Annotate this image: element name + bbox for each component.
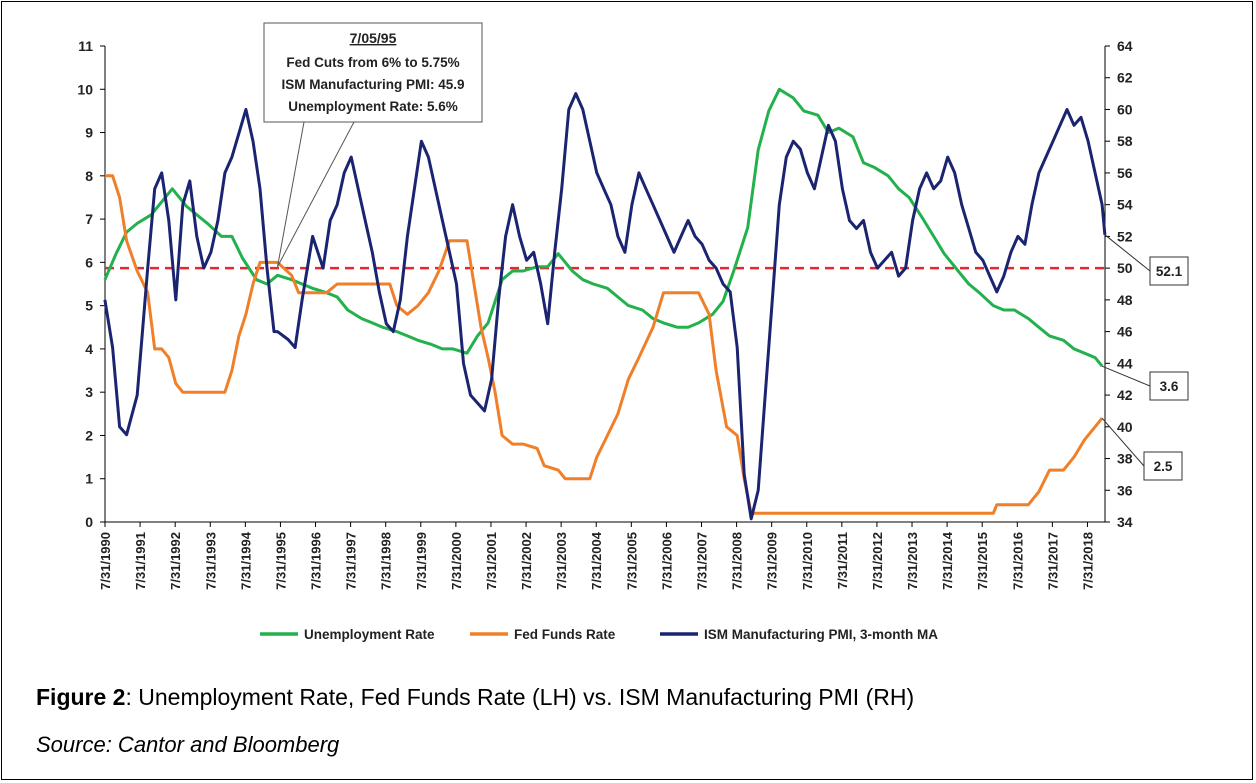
left-y-tick-label: 9 — [85, 125, 93, 141]
annotation-line: ISM Manufacturing PMI: 45.9 — [281, 77, 464, 92]
left-y-tick-label: 10 — [77, 81, 93, 97]
right-y-tick-label: 60 — [1117, 101, 1133, 117]
right-y-tick-label: 48 — [1117, 292, 1133, 308]
left-y-tick-label: 11 — [78, 38, 93, 54]
x-tick-label: 7/31/1997 — [344, 532, 359, 590]
left-y-tick-label: 8 — [85, 168, 93, 184]
end-label-value: 52.1 — [1156, 264, 1183, 279]
x-tick-label: 7/31/2018 — [1080, 532, 1095, 590]
chart-axes: 0123456789101134363840424446485052545658… — [77, 38, 1132, 590]
x-tick-label: 7/31/2004 — [589, 531, 604, 590]
left-y-tick-label: 6 — [85, 254, 93, 270]
annotation-line: Unemployment Rate: 5.6% — [288, 99, 458, 114]
right-y-tick-label: 46 — [1117, 324, 1133, 340]
right-y-tick-label: 40 — [1117, 419, 1133, 435]
legend-label: Fed Funds Rate — [514, 627, 616, 642]
end-label-leader — [1104, 234, 1151, 272]
x-tick-label: 7/31/2001 — [484, 532, 499, 590]
legend-item: ISM Manufacturing PMI, 3-month MA — [660, 627, 938, 642]
annotation-line: Fed Cuts from 6% to 5.75% — [286, 55, 459, 70]
x-tick-label: 7/31/2013 — [905, 532, 920, 590]
left-y-tick-label: 7 — [85, 211, 93, 227]
left-y-tick-label: 5 — [85, 298, 93, 314]
end-label-box — [1143, 451, 1183, 481]
annotation-leader — [277, 121, 355, 267]
x-tick-label: 7/31/1998 — [379, 532, 394, 590]
x-tick-label: 7/31/1996 — [309, 532, 324, 590]
x-tick-label: 7/31/1993 — [203, 532, 218, 590]
end-label-leader — [1101, 365, 1151, 387]
annotation-leader — [277, 121, 305, 267]
x-tick-label: 7/31/2017 — [1045, 532, 1060, 590]
annotation-group: 7/05/95 Fed Cuts from 6% to 5.75% ISM Manu… — [263, 22, 1189, 481]
x-tick-label: 7/31/2015 — [975, 532, 990, 590]
annotation-date: 7/05/95 — [350, 30, 397, 46]
series-lines — [103, 87, 1107, 521]
right-y-tick-label: 64 — [1117, 38, 1133, 54]
figure-source: Source: Cantor and Bloomberg — [36, 732, 340, 757]
left-y-tick-label: 0 — [85, 514, 93, 530]
figure-label: Figure 2 — [36, 684, 126, 710]
legend-item: Fed Funds Rate — [470, 627, 616, 642]
right-y-tick-label: 54 — [1117, 197, 1133, 213]
x-tick-label: 7/31/1995 — [273, 532, 288, 590]
x-tick-label: 7/31/2005 — [624, 532, 639, 590]
legend-label: ISM Manufacturing PMI, 3-month MA — [704, 627, 938, 642]
left-y-tick-label: 4 — [85, 341, 93, 357]
end-label-value: 2.5 — [1154, 459, 1173, 474]
right-y-tick-label: 56 — [1117, 165, 1133, 181]
left-y-tick-label: 3 — [85, 384, 93, 400]
right-y-tick-label: 62 — [1117, 70, 1133, 86]
right-y-tick-label: 44 — [1117, 355, 1133, 371]
end-label-box — [1149, 256, 1189, 286]
fed-funds-rate-line — [104, 174, 1104, 515]
x-tick-label: 7/31/2011 — [835, 532, 850, 589]
x-tick-label: 7/31/1990 — [98, 532, 113, 590]
x-tick-label: 7/31/2014 — [940, 531, 955, 590]
x-tick-label: 7/31/2003 — [554, 532, 569, 590]
x-tick-label: 7/31/1992 — [168, 532, 183, 590]
left-y-tick-label: 2 — [85, 427, 93, 443]
unemployment-rate-line — [103, 87, 1104, 368]
x-tick-label: 7/31/2010 — [800, 532, 815, 590]
x-tick-label: 7/31/2012 — [870, 532, 885, 590]
right-y-tick-label: 52 — [1117, 228, 1133, 244]
x-tick-label: 7/31/1999 — [414, 532, 429, 590]
figure-caption: Figure 2: Unemployment Rate, Fed Funds R… — [36, 684, 914, 711]
legend-item: Unemployment Rate — [260, 627, 435, 642]
right-y-tick-label: 34 — [1117, 514, 1133, 530]
legend: Unemployment Rate Fed Funds Rate ISM Manuf… — [260, 627, 938, 642]
line-chart: 0123456789101134363840424446485052545658… — [77, 22, 1189, 642]
end-label-box — [1149, 371, 1189, 401]
x-tick-label: 7/31/2002 — [519, 532, 534, 590]
x-tick-label: 7/31/2000 — [449, 532, 464, 590]
end-label-value: 3.6 — [1160, 379, 1179, 394]
end-label-leader — [1101, 417, 1145, 467]
x-tick-label: 7/31/1991 — [133, 532, 148, 590]
right-y-tick-label: 50 — [1117, 260, 1133, 276]
ism-pmi-line — [103, 92, 1107, 521]
x-tick-label: 7/31/2009 — [765, 532, 780, 590]
right-y-tick-label: 36 — [1117, 482, 1133, 498]
x-tick-label: 7/31/2008 — [730, 532, 745, 590]
right-y-tick-label: 42 — [1117, 387, 1133, 403]
left-y-tick-label: 1 — [85, 471, 93, 487]
x-tick-label: 7/31/2006 — [659, 532, 674, 590]
x-tick-label: 7/31/1994 — [238, 531, 253, 590]
right-y-tick-label: 58 — [1117, 133, 1133, 149]
legend-label: Unemployment Rate — [304, 627, 435, 642]
right-y-tick-label: 38 — [1117, 451, 1133, 467]
x-tick-label: 7/31/2016 — [1010, 532, 1025, 590]
annotation-box — [263, 22, 483, 123]
figure-caption-text: : Unemployment Rate, Fed Funds Rate (LH)… — [125, 684, 915, 710]
x-tick-label: 7/31/2007 — [694, 532, 709, 590]
